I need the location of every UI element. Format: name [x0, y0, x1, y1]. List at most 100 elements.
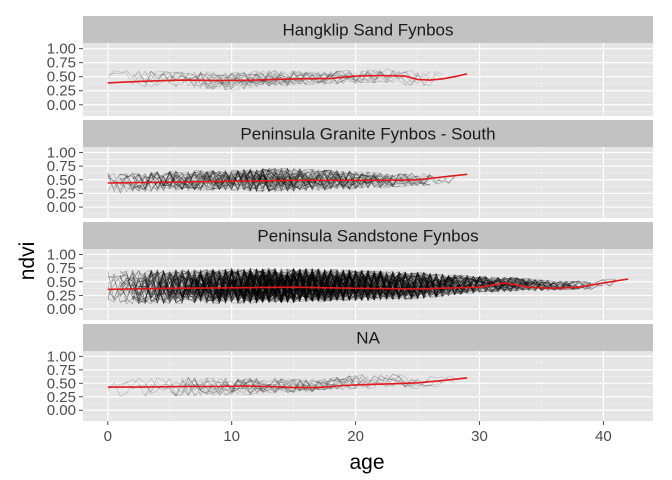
raw-trajectory-line: [107, 169, 393, 194]
raw-trajectory-line: [169, 377, 257, 397]
raw-trajectory-line: [132, 268, 468, 302]
raw-trajectory-line: [219, 269, 592, 304]
raw-trajectory-line: [169, 167, 431, 193]
raw-trajectory-line: [243, 269, 542, 302]
raw-trajectory-line: [206, 269, 418, 304]
trend-line: [107, 278, 629, 291]
y-tick-label: 0.25: [47, 389, 76, 406]
raw-trajectory-line: [256, 268, 418, 300]
raw-trajectory-line: [194, 269, 443, 304]
raw-trajectory-line: [231, 268, 394, 302]
raw-trajectory-line: [181, 268, 331, 299]
raw-trajectory-line: [157, 269, 455, 304]
raw-trajectory-line: [206, 72, 356, 89]
y-tick-label: 0.00: [47, 301, 76, 318]
raw-trajectory-line: [194, 268, 381, 303]
x-tick-label: 40: [595, 428, 612, 445]
raw-trajectory-line: [107, 171, 232, 192]
y-tick-label: 0.25: [47, 83, 76, 100]
x-tick-label: 0: [104, 428, 112, 445]
raw-trajectory-line: [219, 269, 517, 302]
raw-trajectory-line: [181, 268, 517, 301]
raw-trajectory-line: [243, 168, 431, 192]
y-tick-label: 0.75: [47, 260, 76, 277]
raw-trajectory-line: [144, 269, 282, 303]
raw-trajectory-line: [243, 269, 406, 303]
panel-background: [83, 249, 653, 320]
raw-trajectory-line: [181, 269, 617, 303]
raw-trajectory-line: [132, 268, 443, 304]
facet-panel: Peninsula Sandstone Fynbos 0.000.250.500.…: [47, 222, 653, 320]
raw-trajectory-line: [132, 169, 294, 191]
raw-trajectory-line: [144, 268, 443, 305]
raw-trajectory-line: [107, 270, 443, 304]
raw-trajectory-line: [256, 268, 418, 298]
raw-trajectory-line: [219, 380, 332, 394]
facet-strip: [83, 120, 653, 147]
raw-trajectory-line: [119, 269, 381, 305]
raw-trajectory-line: [107, 270, 517, 304]
raw-trajectory-line: [194, 268, 344, 303]
raw-trajectory-line: [206, 268, 579, 304]
raw-trajectory-line: [120, 169, 307, 191]
y-tick-label: 0.25: [47, 185, 76, 202]
raw-trajectory-line: [144, 71, 418, 87]
raw-trajectory-line: [144, 268, 517, 304]
raw-trajectory-line: [243, 268, 468, 302]
raw-trajectory-line: [144, 269, 356, 304]
raw-trajectory-line: [181, 69, 393, 91]
raw-trajectory-line: [243, 270, 592, 303]
raw-trajectory-line: [120, 167, 344, 193]
facet-panel: Hangklip Sand Fynbos 0.000.250.500.751.00: [47, 16, 653, 116]
raw-trajectory-line: [231, 377, 356, 392]
raw-trajectory-line: [157, 169, 270, 190]
y-tick-label: 0.25: [47, 287, 76, 304]
raw-trajectory-line: [219, 379, 307, 394]
raw-trajectory-line: [256, 268, 393, 298]
raw-trajectory-line: [243, 268, 431, 303]
raw-trajectory-line: [120, 270, 270, 305]
raw-trajectory-line: [256, 268, 517, 303]
raw-trajectory-line: [206, 269, 443, 303]
raw-trajectory-line: [244, 171, 344, 191]
raw-trajectory-line: [107, 69, 282, 88]
raw-trajectory-line: [169, 376, 319, 396]
raw-trajectory-line: [256, 170, 393, 192]
raw-trajectory-line: [206, 270, 579, 304]
raw-trajectory-line: [219, 268, 480, 304]
raw-trajectory-line: [194, 268, 567, 302]
raw-trajectory-line: [169, 267, 406, 304]
raw-trajectory-line: [219, 269, 455, 303]
raw-trajectory-line: [157, 268, 555, 303]
raw-trajectory-line: [169, 168, 455, 190]
raw-trajectory-line: [157, 272, 393, 301]
trend-line: [107, 173, 468, 184]
raw-trajectory-line: [194, 269, 616, 304]
raw-trajectory-line: [157, 267, 480, 301]
raw-trajectory-line: [231, 169, 455, 191]
raw-trajectory-line: [132, 269, 554, 304]
facet-strip-label: NA: [356, 329, 380, 348]
raw-trajectory-line: [256, 168, 369, 191]
y-tick-label: 1.00: [47, 348, 76, 365]
raw-trajectory-line: [119, 269, 344, 304]
facet-strip-label: Hangklip Sand Fynbos: [282, 21, 453, 40]
raw-trajectory-line: [181, 168, 307, 192]
raw-trajectory-line: [107, 268, 369, 304]
raw-trajectory-line: [243, 69, 418, 90]
raw-trajectory-line: [157, 169, 307, 191]
facet-strip-label: Peninsula Granite Fynbos - South: [240, 125, 495, 144]
raw-trajectory-line: [219, 377, 344, 396]
raw-trajectory-line: [243, 168, 356, 191]
raw-trajectory-line: [119, 268, 356, 305]
raw-trajectory-line: [219, 70, 431, 89]
raw-trajectory-line: [194, 269, 369, 305]
facet-strip: [83, 16, 653, 43]
raw-trajectory-line: [219, 271, 530, 302]
raw-trajectory-line: [144, 270, 406, 304]
raw-trajectory-line: [132, 70, 282, 91]
raw-trajectory-line: [120, 268, 394, 303]
y-tick-label: 0.50: [47, 172, 76, 189]
raw-trajectory-line: [107, 270, 555, 303]
raw-trajectory-line: [244, 373, 443, 392]
